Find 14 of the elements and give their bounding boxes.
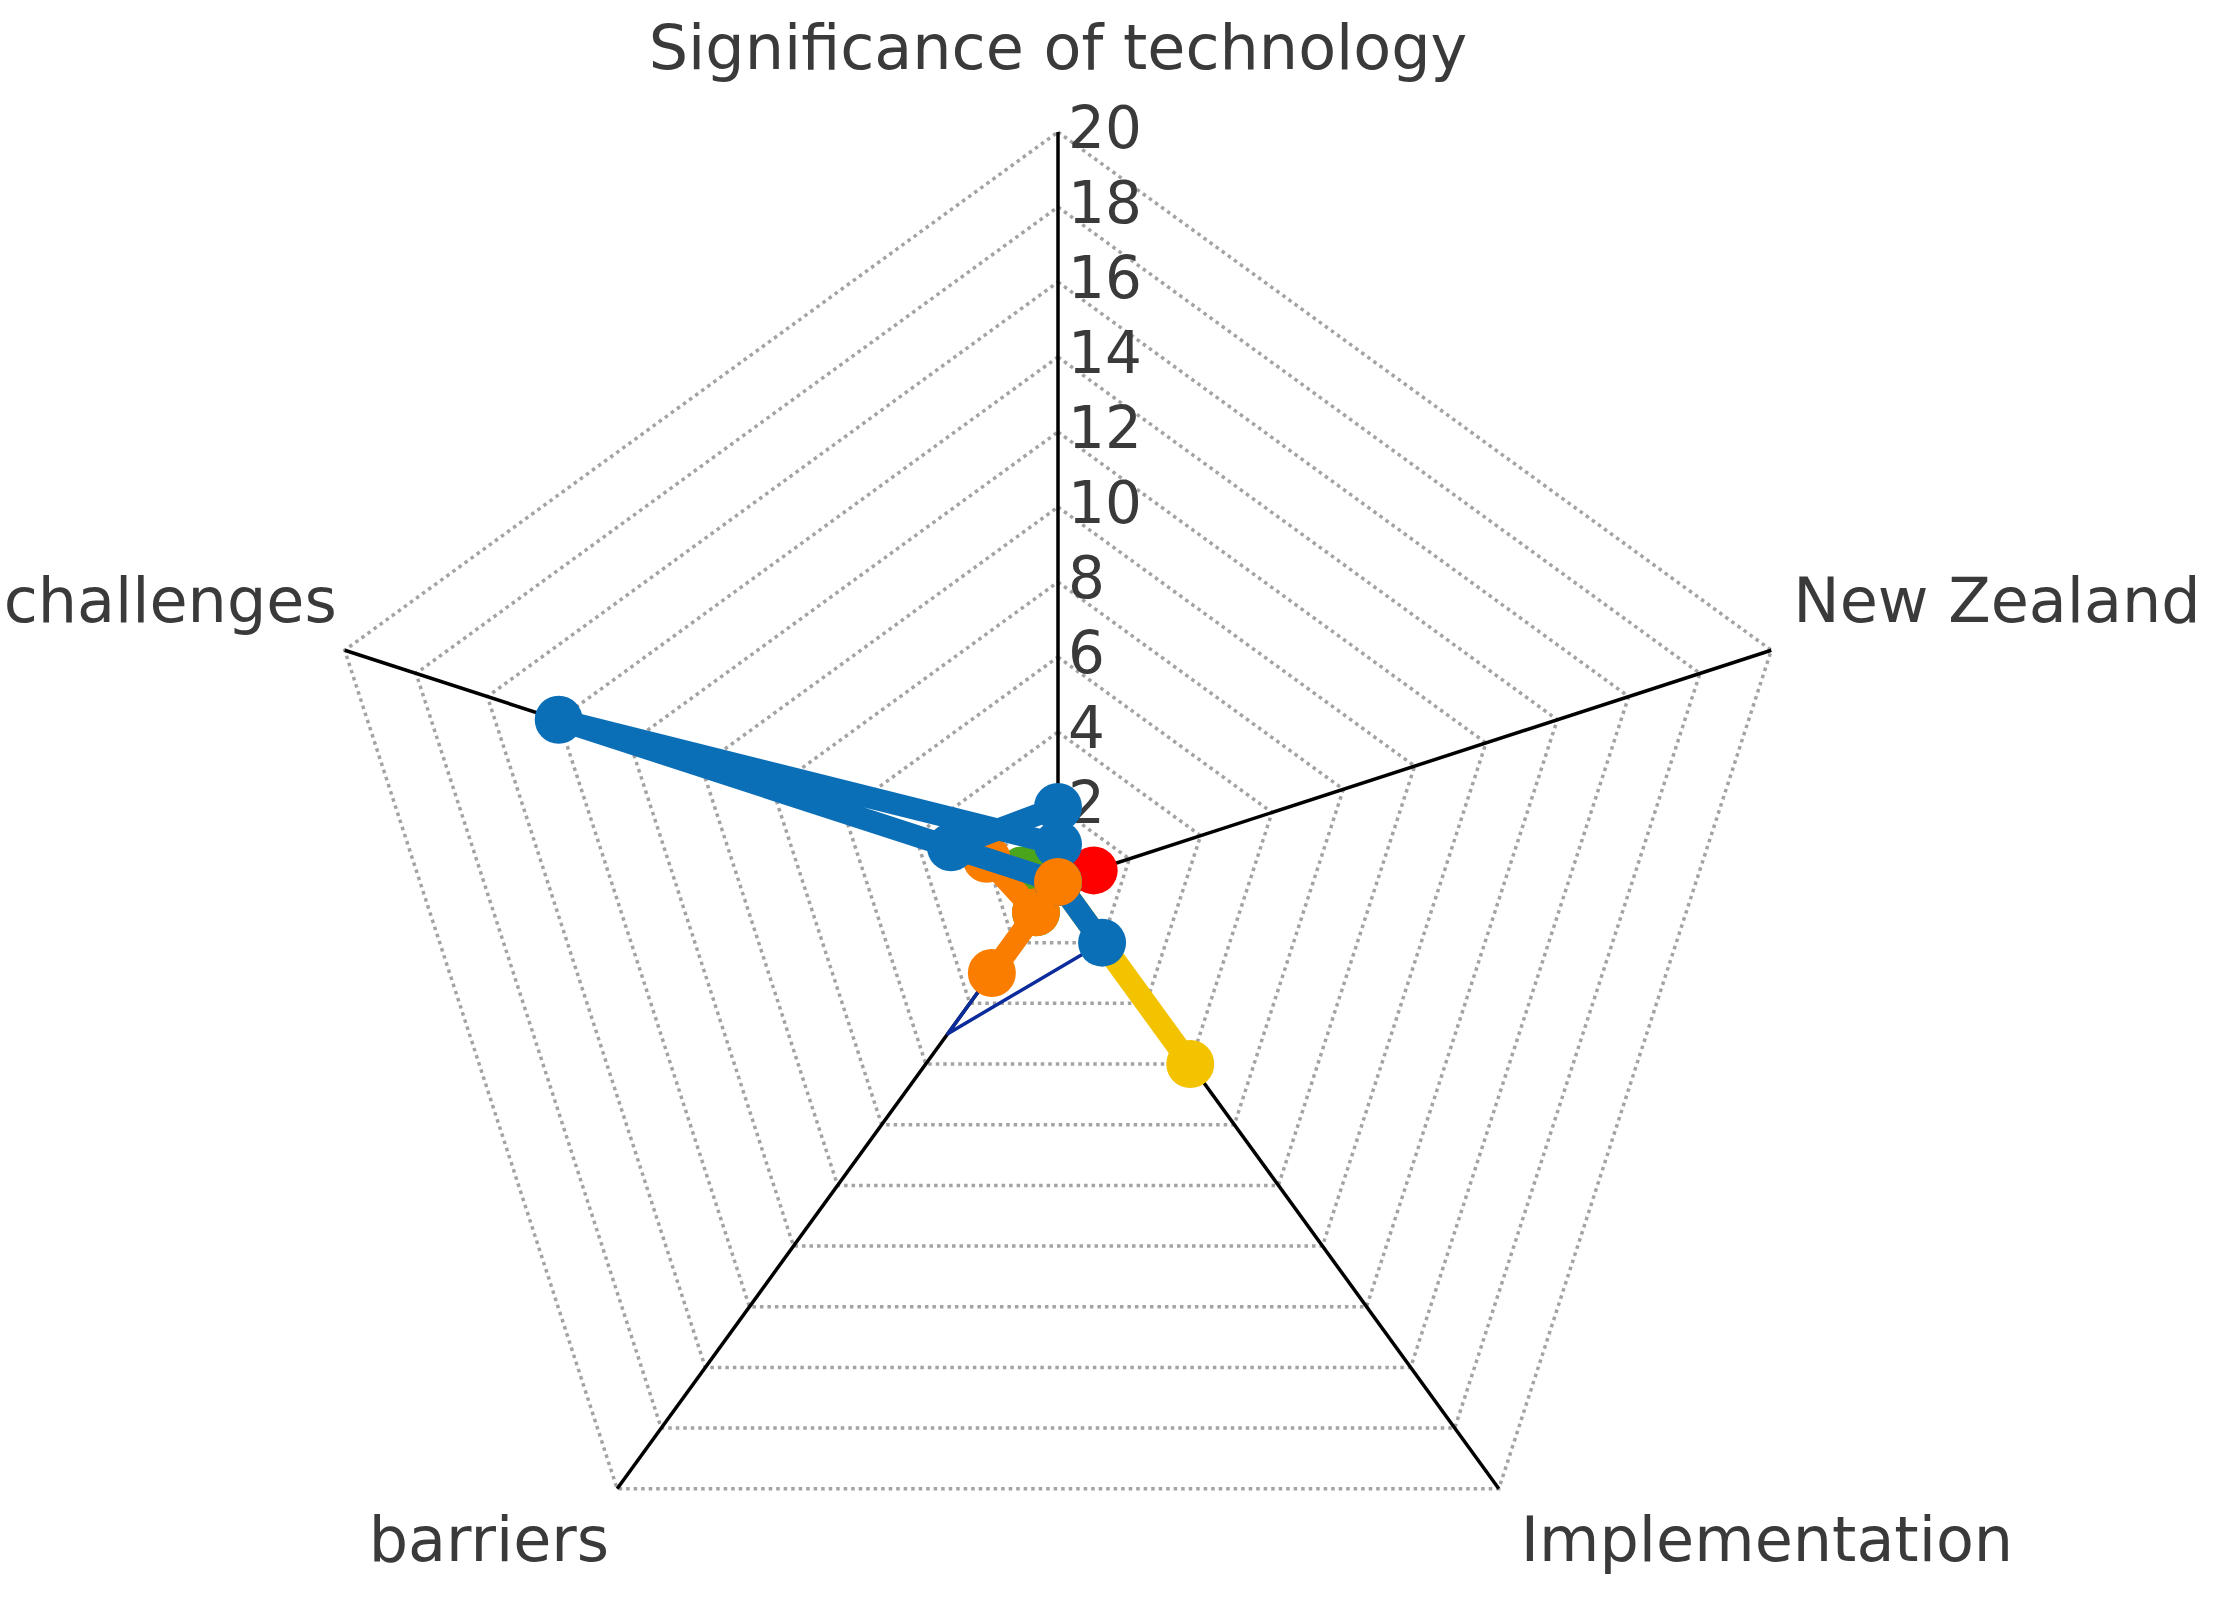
y-tick-label: 14 <box>1068 319 1142 388</box>
y-tick-label: 20 <box>1068 94 1142 163</box>
spoke-label: barriers <box>368 1502 610 1576</box>
spoke-label: challenges <box>3 564 337 638</box>
y-tick-label: 12 <box>1068 394 1142 463</box>
y-tick-label: 4 <box>1068 694 1105 763</box>
spoke-label: Implementation <box>1520 1502 2014 1576</box>
spoke-label: New Zealand <box>1793 564 2201 638</box>
y-tick-label: 10 <box>1068 469 1142 538</box>
y-tick-label: 18 <box>1068 169 1142 238</box>
spoke-label: Significance of technology <box>648 11 1468 85</box>
y-tick-label: 6 <box>1068 619 1105 688</box>
y-tick-label: 8 <box>1068 544 1105 613</box>
y-tick-label: 16 <box>1068 244 1142 313</box>
